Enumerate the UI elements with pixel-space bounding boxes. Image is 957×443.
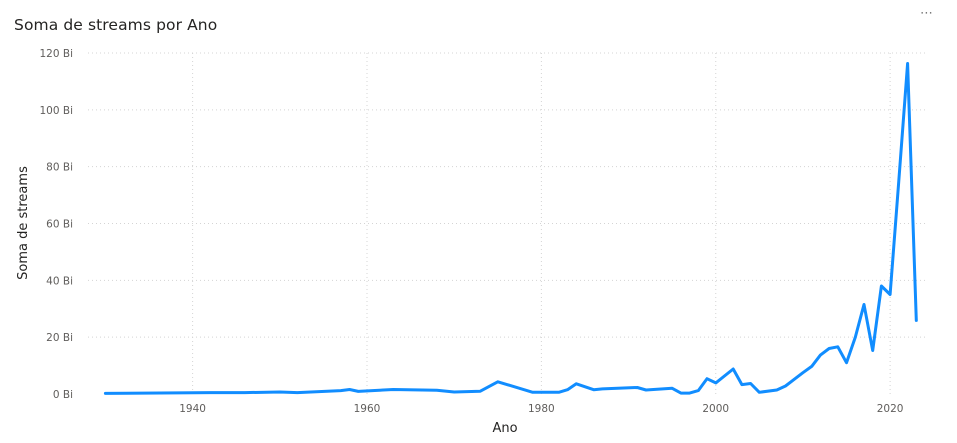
series-line[interactable] — [103, 62, 918, 395]
chart-title: Soma de streams por Ano — [14, 16, 218, 34]
y-tick-label: 0 Bi — [53, 389, 73, 401]
y-tick-label: 100 Bi — [40, 105, 74, 117]
y-tick-label: 20 Bi — [46, 332, 73, 344]
x-axis-ticks: 1940 1960 1980 2000 2020 — [179, 403, 903, 415]
series-layer — [103, 62, 918, 395]
y-tick-label: 120 Bi — [40, 48, 74, 60]
more-options-icon[interactable]: ⋯ — [920, 6, 933, 21]
x-tick-label: 1940 — [179, 403, 206, 415]
y-tick-label: 60 Bi — [46, 219, 73, 231]
y-axis-title: Soma de streams — [16, 166, 31, 280]
y-tick-label: 40 Bi — [46, 275, 73, 287]
x-tick-label: 1980 — [528, 403, 555, 415]
gridlines — [88, 52, 925, 394]
x-axis-title: Ano — [492, 421, 517, 436]
x-tick-label: 2000 — [702, 403, 729, 415]
y-axis-ticks: 0 Bi 20 Bi 40 Bi 60 Bi 80 Bi 100 Bi 120 Bi — [40, 48, 74, 401]
x-tick-label: 1960 — [354, 403, 381, 415]
y-tick-label: 80 Bi — [46, 162, 73, 174]
x-tick-label: 2020 — [877, 403, 904, 415]
